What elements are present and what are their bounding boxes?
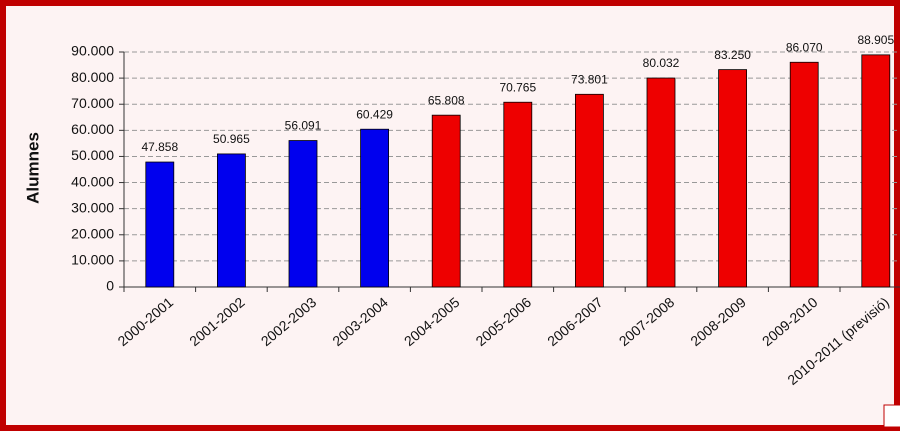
value-label: 56.091	[285, 119, 322, 133]
y-tick-label: 20.000	[71, 225, 114, 241]
y-axis-label: Alumnes	[23, 132, 42, 204]
bar	[861, 54, 891, 288]
value-label: 65.808	[428, 93, 465, 107]
y-tick-label: 30.000	[71, 199, 114, 215]
y-tick-label: 60.000	[71, 121, 114, 137]
y-tick-label: 40.000	[71, 173, 114, 189]
bar	[360, 128, 390, 288]
value-label: 88.905	[857, 33, 894, 47]
y-tick-label: 10.000	[71, 252, 114, 268]
bar	[718, 69, 747, 288]
legend-box	[883, 404, 900, 428]
y-tick-label: 90.000	[71, 43, 114, 59]
value-label: 47.858	[141, 140, 178, 154]
value-label: 80.032	[643, 56, 680, 70]
bar	[575, 93, 604, 288]
value-label: 83.250	[714, 48, 751, 62]
bar	[216, 153, 246, 288]
value-label: 73.801	[571, 72, 608, 86]
y-tick-label: 50.000	[71, 147, 114, 163]
bar	[431, 114, 461, 288]
value-label: 50.965	[213, 132, 250, 146]
y-tick-label: 70.000	[71, 95, 114, 111]
y-tick-label: 0	[106, 278, 114, 294]
bar	[503, 101, 533, 288]
value-label: 60.429	[356, 107, 393, 121]
bar	[145, 161, 175, 288]
bar	[288, 140, 318, 288]
value-label: 70.765	[499, 80, 536, 94]
bar	[646, 77, 676, 288]
value-label: 86.070	[786, 40, 823, 54]
bar	[789, 61, 819, 288]
y-tick-label: 80.000	[71, 69, 114, 85]
